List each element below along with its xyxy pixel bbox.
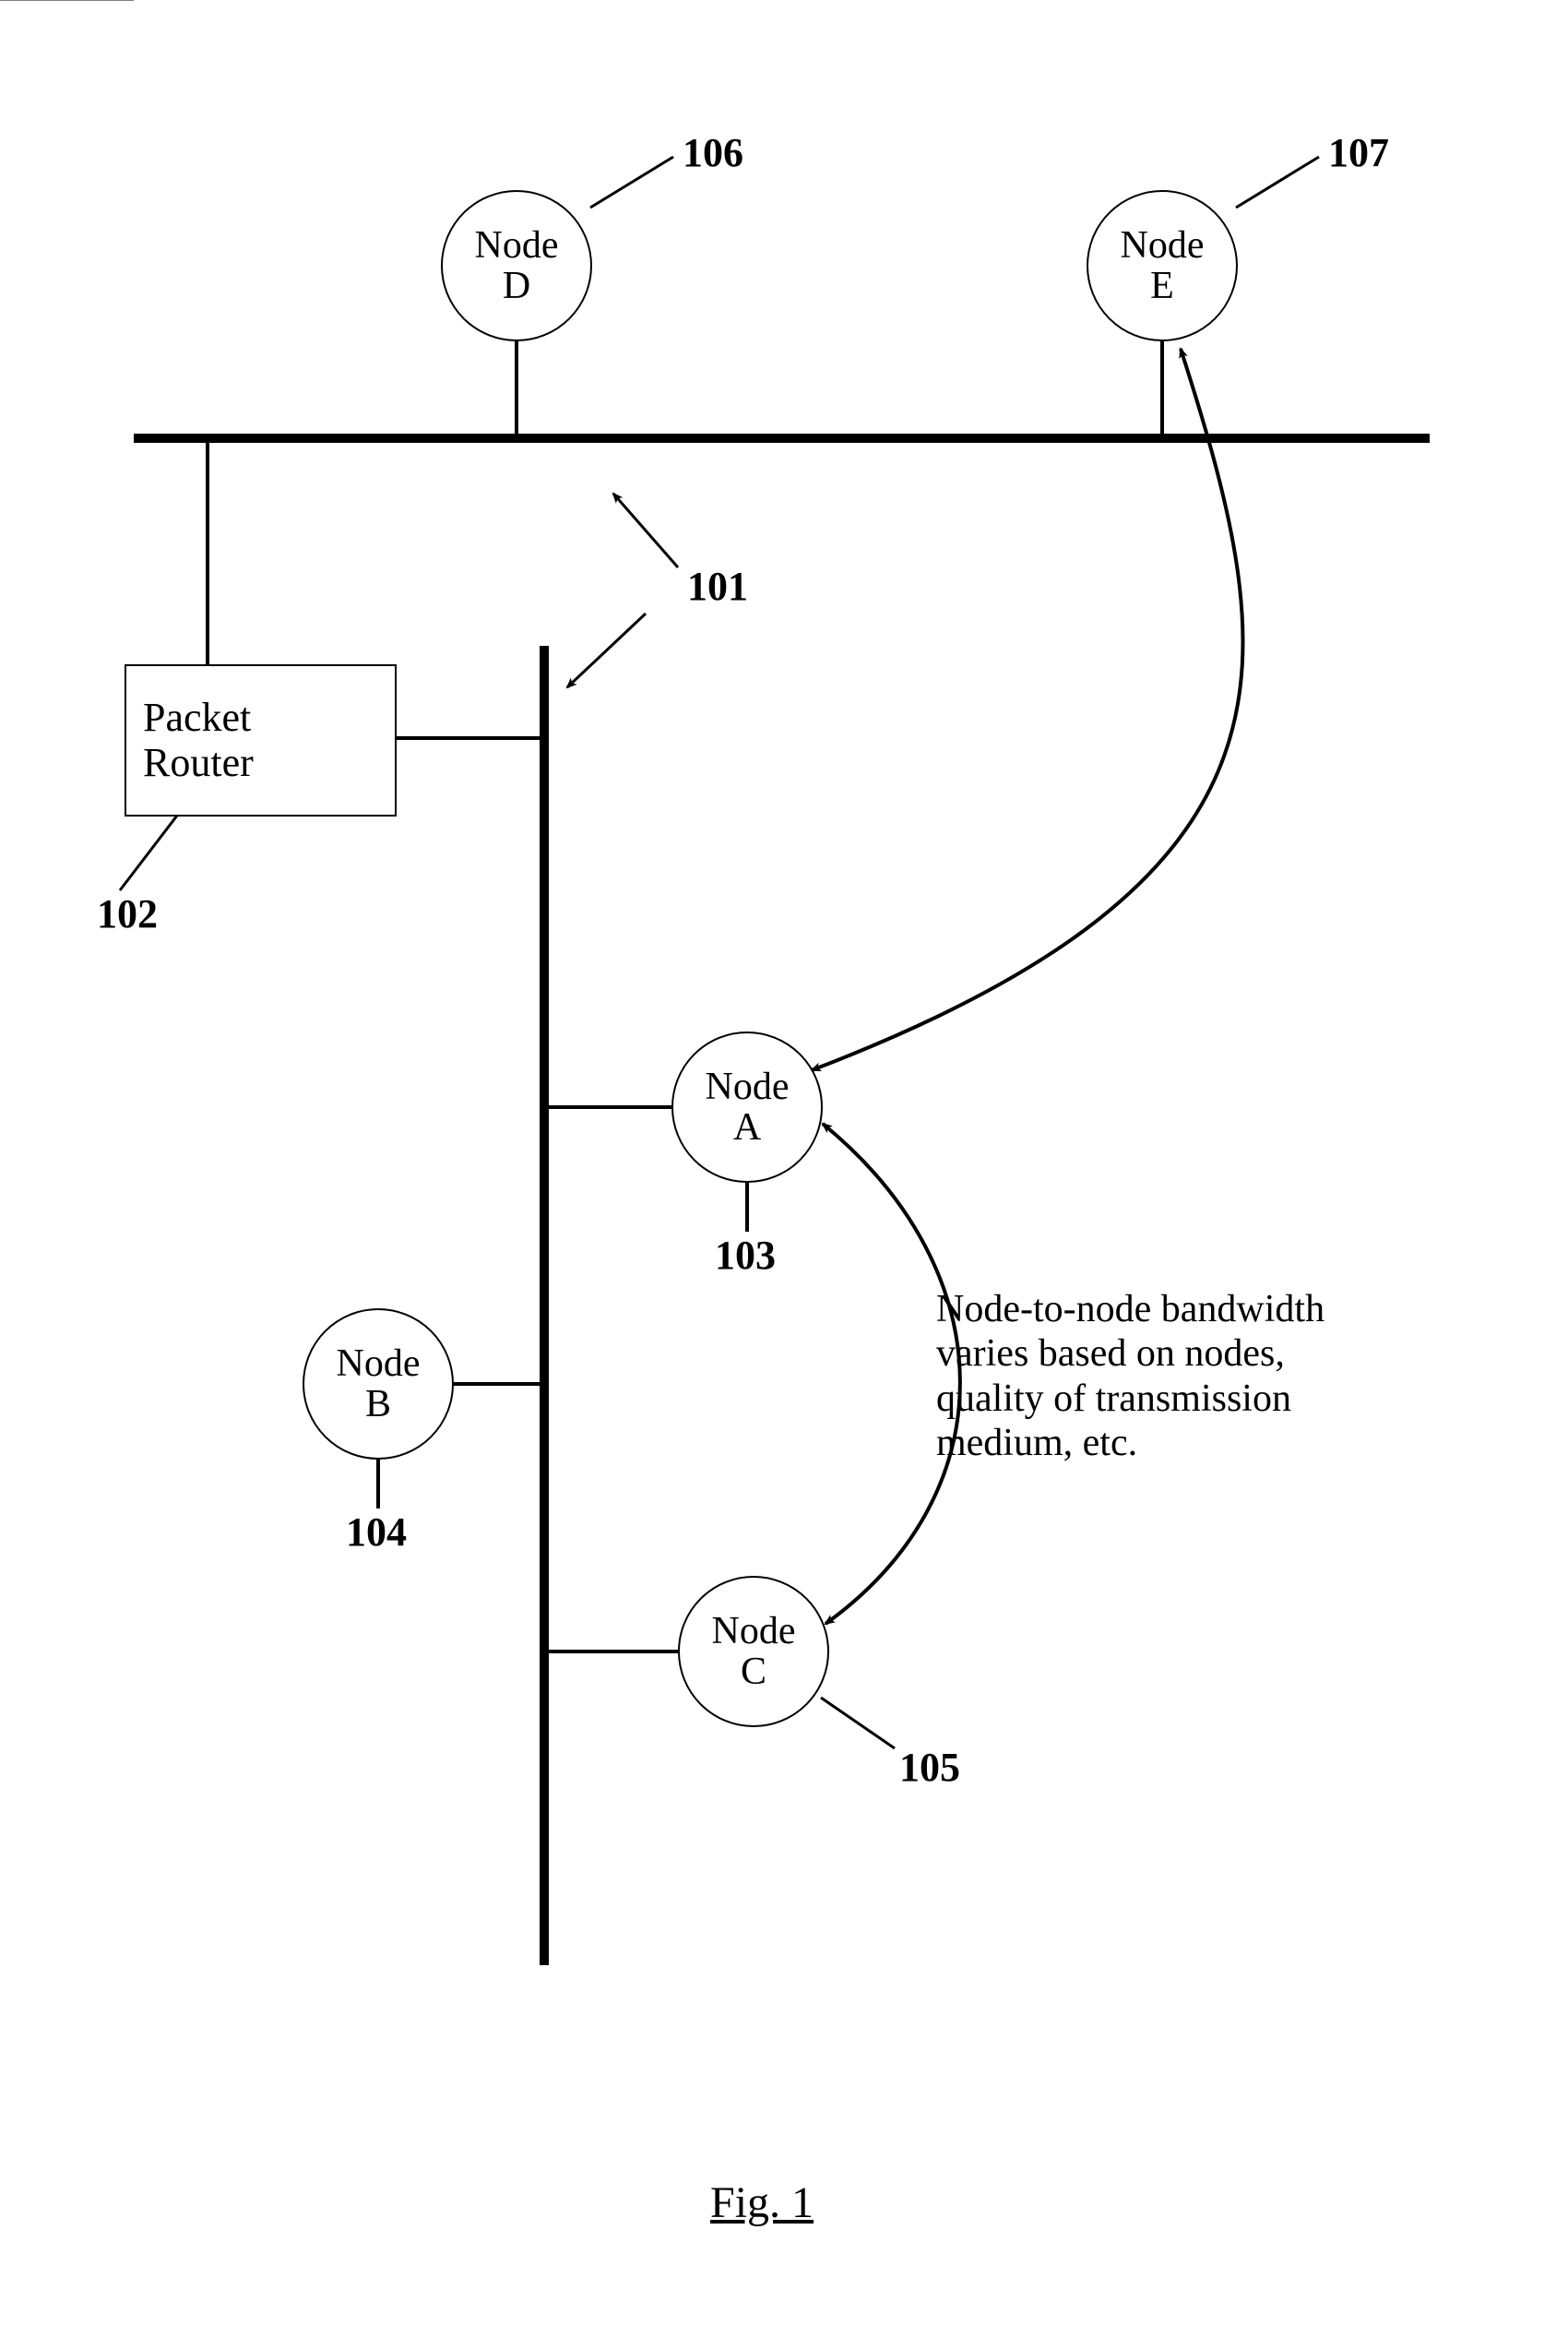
node-b-label-line1: Node bbox=[337, 1343, 421, 1384]
node-e: Node E bbox=[1087, 190, 1238, 341]
lead-107 bbox=[1236, 157, 1319, 208]
ref-106: 106 bbox=[683, 129, 743, 176]
router-label-line2: Router bbox=[143, 741, 395, 785]
node-c-label-line2: C bbox=[741, 1651, 766, 1692]
lead-106 bbox=[590, 157, 673, 208]
node-b-label-line2: B bbox=[365, 1384, 391, 1425]
arrow-a-e bbox=[812, 349, 1243, 1070]
lead-105 bbox=[821, 1698, 895, 1748]
ref-105: 105 bbox=[899, 1744, 960, 1791]
node-a: Node A bbox=[671, 1031, 823, 1183]
ref-103: 103 bbox=[715, 1232, 776, 1279]
node-e-label-line1: Node bbox=[1121, 225, 1205, 266]
ref-104: 104 bbox=[346, 1508, 407, 1556]
node-d-label-line1: Node bbox=[475, 225, 559, 266]
lead-101-to-busV bbox=[567, 614, 646, 687]
ref-102: 102 bbox=[97, 890, 158, 937]
annotation-line1: Node-to-node bandwidth bbox=[936, 1287, 1324, 1331]
node-b: Node B bbox=[303, 1308, 454, 1460]
node-a-label-line1: Node bbox=[706, 1067, 790, 1107]
node-e-label-line2: E bbox=[1150, 266, 1174, 306]
node-c: Node C bbox=[678, 1576, 829, 1727]
annotation-line2: varies based on nodes, bbox=[936, 1331, 1324, 1376]
node-d: Node D bbox=[441, 190, 592, 341]
node-a-label-line2: A bbox=[733, 1107, 761, 1148]
annotation-line4: medium, etc. bbox=[936, 1421, 1324, 1465]
lead-102 bbox=[120, 812, 180, 890]
node-c-label-line1: Node bbox=[712, 1611, 796, 1651]
figure-caption: Fig. 1 bbox=[710, 2177, 814, 2228]
bandwidth-annotation: Node-to-node bandwidth varies based on n… bbox=[936, 1287, 1324, 1465]
annotation-line3: quality of transmission bbox=[936, 1377, 1324, 1421]
packet-router: Packet Router bbox=[125, 664, 397, 817]
ref-101: 101 bbox=[687, 563, 748, 610]
node-d-label-line2: D bbox=[503, 266, 530, 306]
lead-101-to-busH bbox=[613, 494, 678, 567]
router-label-line1: Packet bbox=[143, 696, 395, 740]
ref-107: 107 bbox=[1328, 129, 1389, 176]
